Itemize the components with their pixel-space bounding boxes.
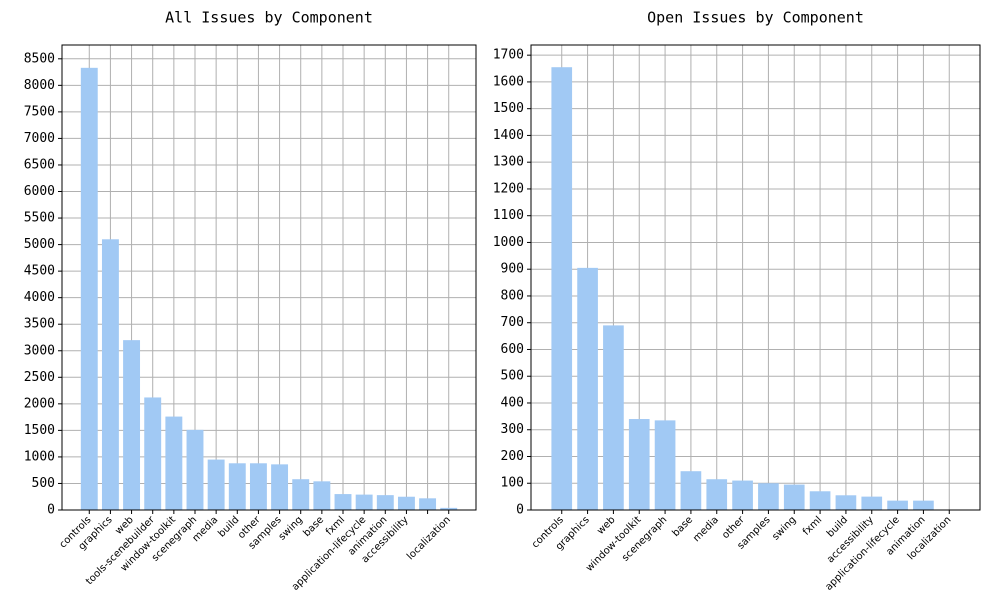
y-tick-label: 1600: [493, 74, 524, 89]
y-tick-label: 4000: [24, 290, 55, 305]
chart: All Issues by Component 0 500 1000 1500 2000 2…: [24, 9, 477, 593]
bar: [376, 495, 394, 510]
bar: [861, 496, 883, 510]
bar: [706, 479, 728, 510]
chart: Open Issues by Component 0 100 200 300 400 500…: [493, 9, 981, 593]
bar: [313, 481, 331, 510]
y-tick-label: 2500: [24, 370, 55, 385]
plot-frame: [530, 44, 981, 511]
bar: [758, 483, 779, 510]
bar: [334, 494, 352, 510]
y-tick-label: 1000: [24, 449, 55, 464]
bar: [249, 463, 267, 510]
x-tick-label: localization: [405, 514, 453, 562]
y-tick-label: 500: [32, 476, 55, 491]
y-tick-label: 600: [501, 342, 524, 357]
y-tick-label: 6500: [24, 157, 55, 172]
x-tick-label: web: [595, 514, 617, 536]
y-tick-label: 8000: [24, 78, 55, 93]
bar: [680, 471, 702, 510]
bar: [913, 500, 934, 510]
bar: [228, 463, 246, 510]
y-tick-label: 1400: [493, 128, 524, 143]
y-tick-label: 500: [501, 369, 524, 384]
y-tick-label: 1500: [24, 423, 55, 438]
bar: [419, 498, 437, 510]
bar: [835, 495, 857, 510]
y-tick-label: 1100: [493, 208, 524, 223]
bar: [809, 491, 831, 510]
y-tick-label: 7500: [24, 104, 55, 119]
y-tick-label: 1200: [493, 181, 524, 196]
x-tick-label: fxml: [801, 514, 824, 537]
y-tick-label: 300: [501, 422, 524, 437]
y-tick-label: 100: [501, 476, 524, 491]
y-tick-label: 900: [501, 262, 524, 277]
bar: [271, 464, 289, 510]
bar: [603, 325, 624, 510]
x-tick-label: base: [301, 514, 326, 539]
bar: [397, 496, 415, 510]
y-tick-label: 1300: [493, 155, 524, 170]
y-tick-label: 400: [501, 395, 524, 410]
bar: [355, 494, 373, 510]
bar: [887, 500, 908, 510]
x-tick-label: swing: [277, 514, 305, 542]
y-tick-label: 5500: [24, 211, 55, 226]
y-tick-label: 1700: [493, 48, 524, 63]
bar: [654, 420, 676, 510]
plot-frame: [61, 44, 477, 511]
y-tick-label: 7000: [24, 131, 55, 146]
y-tick-label: 2000: [24, 396, 55, 411]
y-tick-label: 200: [501, 449, 524, 464]
bar: [123, 340, 141, 510]
bar: [144, 397, 162, 510]
bar: [165, 416, 183, 510]
y-tick-label: 0: [516, 503, 524, 518]
x-tick-label: swing: [770, 514, 798, 542]
y-tick-label: 0: [47, 503, 55, 518]
bar: [80, 67, 98, 510]
y-tick-label: 3000: [24, 343, 55, 358]
bar: [292, 479, 310, 510]
y-tick-label: 5000: [24, 237, 55, 252]
y-tick-label: 3500: [24, 317, 55, 332]
bar: [732, 480, 753, 510]
chart-title: All Issues by Component: [165, 9, 373, 27]
bar: [551, 67, 573, 511]
bar: [101, 239, 119, 510]
y-tick-label: 800: [501, 288, 524, 303]
y-tick-label: 4500: [24, 264, 55, 279]
bar: [186, 429, 204, 510]
chart-title: Open Issues by Component: [647, 9, 864, 27]
x-tick-label: media: [691, 514, 721, 544]
bar: [207, 459, 225, 510]
y-tick-label: 8500: [24, 51, 55, 66]
y-tick-label: 1500: [493, 101, 524, 116]
bar: [440, 507, 458, 510]
bar: [628, 419, 650, 510]
y-tick-label: 1000: [493, 235, 524, 250]
y-tick-label: 6000: [24, 184, 55, 199]
bar: [783, 484, 805, 510]
bar: [577, 267, 598, 510]
y-tick-label: 700: [501, 315, 524, 330]
